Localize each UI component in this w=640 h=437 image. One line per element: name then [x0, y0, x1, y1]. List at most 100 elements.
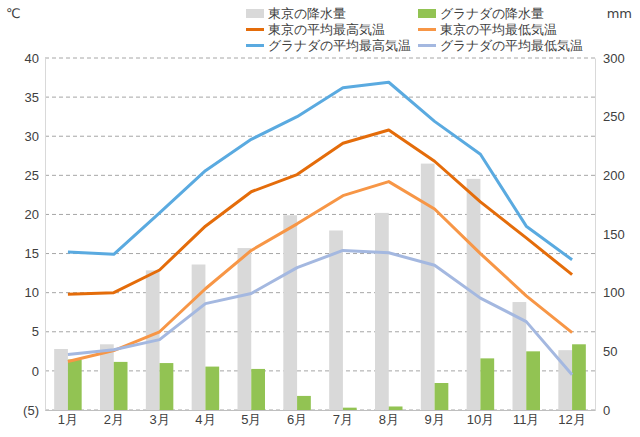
legend-entry: 東京の平均最低気温 [418, 22, 557, 37]
bar-series [68, 344, 586, 410]
legend-swatch [418, 9, 436, 18]
grid-line [45, 97, 595, 98]
tick-label: 35 [25, 90, 39, 105]
tick-label: 5 [32, 324, 39, 339]
tick: 40 [25, 51, 45, 66]
x-axis: 1月 2月 3月 4月 5月 6月 7月 8月 9月 10月 11月 12月 [46, 410, 596, 427]
tick: 50 [595, 344, 617, 359]
bar [192, 265, 206, 410]
tick: (5) [23, 403, 45, 418]
bar [480, 358, 494, 410]
bar [205, 367, 219, 410]
legend-label: グラナダの平均最高気温 [268, 38, 411, 53]
tick-label: 0 [32, 364, 39, 379]
bar [251, 369, 265, 410]
tick-label: 15 [25, 246, 39, 261]
tick-label: 7月 [333, 412, 353, 427]
axis-line [46, 410, 596, 411]
legend-label: 東京の平均最低気温 [440, 22, 557, 37]
bar [343, 408, 357, 410]
grid-line [45, 58, 595, 59]
tick-label: 250 [603, 109, 625, 124]
legend-entry: グラナダの平均最低気温 [418, 38, 583, 53]
grid-line [45, 175, 595, 176]
tick: 5月 [241, 410, 261, 427]
marks [54, 82, 586, 410]
tick-label: 10 [25, 285, 39, 300]
tick: 7月 [333, 410, 353, 427]
tick-label: 150 [603, 227, 625, 242]
tick-label: 40 [25, 51, 39, 66]
tick: 300 [595, 51, 625, 66]
y-axis: (5) 0 5 10 15 20 25 30 35 40 [23, 51, 45, 418]
tick-label: 50 [603, 344, 617, 359]
bar [283, 215, 297, 410]
bar [435, 383, 449, 410]
line [68, 250, 572, 374]
tick: 10月 [467, 410, 494, 427]
tick: 250 [595, 109, 625, 124]
tick-label: 100 [603, 285, 625, 300]
axis-title: ℃ [6, 6, 21, 21]
plot: (5)05101520253035400501001502002503001月2… [23, 51, 625, 428]
line [68, 82, 572, 260]
bar [297, 396, 311, 410]
grid-line [45, 253, 595, 254]
tick-label: 5月 [241, 412, 261, 427]
y2-axis: 050100150200250300 [595, 51, 625, 418]
tick: 12月 [558, 410, 585, 427]
tick: 35 [25, 90, 45, 105]
tick-label: 11月 [513, 412, 540, 427]
tick-label: 8月 [379, 412, 399, 427]
tick: 0 [32, 364, 45, 379]
bar [572, 344, 586, 410]
legend-label: グラナダの降水量 [440, 6, 544, 21]
line [68, 182, 572, 362]
tick: 8月 [379, 410, 399, 427]
legend-entry: グラナダの降水量 [418, 6, 544, 21]
tick-label: 6月 [287, 412, 307, 427]
bar-series [54, 164, 572, 410]
tick: 150 [595, 227, 625, 242]
tick: 30 [25, 129, 45, 144]
chart: (5)05101520253035400501001502002503001月2… [0, 0, 640, 437]
axis-line [45, 59, 46, 411]
tick-label: 25 [25, 168, 39, 183]
tick-label: 20 [25, 207, 39, 222]
legend-swatch [418, 44, 436, 47]
tick: 1月 [58, 410, 78, 427]
legend-entry: 東京の平均最高気温 [246, 22, 385, 37]
bar [526, 351, 540, 410]
tick: 4月 [195, 410, 215, 427]
legend-swatch [418, 28, 436, 31]
legend-entry: グラナダの平均最高気温 [246, 38, 411, 53]
legend-entry: 東京の降水量 [246, 6, 346, 21]
bar [389, 406, 403, 410]
legend-swatch [246, 9, 264, 18]
tick-label: 2月 [104, 412, 124, 427]
legend-swatch [246, 28, 264, 31]
axis-line [595, 59, 596, 411]
tick-label: 30 [25, 129, 39, 144]
bar [329, 230, 343, 410]
grid [45, 58, 595, 410]
legend-label: グラナダの平均最低気温 [440, 38, 583, 53]
bar [114, 362, 128, 410]
axis-title: mm [607, 6, 632, 21]
bar [68, 360, 82, 410]
tick: 11月 [513, 410, 540, 427]
tick: 25 [25, 168, 45, 183]
tick-label: 4月 [195, 412, 215, 427]
tick: 9月 [424, 410, 444, 427]
tick-label: 12月 [558, 412, 585, 427]
grid-line [45, 292, 595, 293]
tick: 10 [25, 285, 45, 300]
legend: 東京の降水量グラナダの降水量東京の平均最高気温東京の平均最低気温グラナダの平均最… [246, 6, 583, 53]
tick-label: 1月 [58, 412, 78, 427]
legend-label: 東京の平均最高気温 [268, 22, 385, 37]
bar [238, 248, 252, 410]
tick: 3月 [149, 410, 169, 427]
tick-label: (5) [23, 403, 39, 418]
tick: 6月 [287, 410, 307, 427]
bar [375, 213, 389, 410]
